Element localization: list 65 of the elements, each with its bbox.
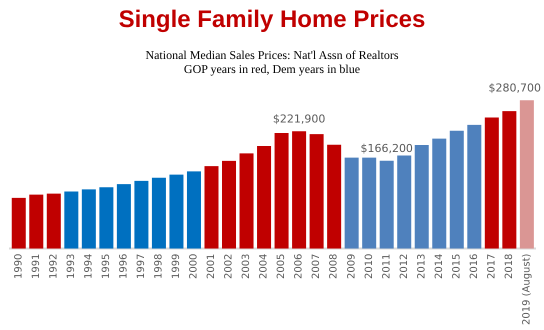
bar [397, 156, 412, 249]
x-tick-label: 2001 [206, 254, 218, 280]
data-label: $280,700 [488, 82, 542, 95]
x-tick-label: 2015 [451, 254, 462, 280]
x-tick-label: 2010 [364, 254, 375, 280]
bar [467, 124, 482, 249]
x-tick-label: 2003 [241, 254, 252, 280]
bar [82, 189, 96, 249]
x-tick-label: 1994 [83, 254, 94, 280]
x-tick-label: 2016 [468, 254, 480, 280]
chart-title: Single Family Home Prices [118, 6, 426, 34]
x-tick-label: 1997 [136, 254, 147, 280]
bar [99, 187, 114, 249]
x-tick-label: 2018 [504, 254, 515, 280]
x-tick-label: 2007 [311, 254, 322, 280]
x-tick-label: 2008 [328, 254, 340, 280]
bar [240, 153, 254, 249]
x-tick-label: 2006 [294, 254, 305, 280]
bar [186, 171, 201, 249]
chart-subtitle: National Median Sales Prices: Nat'l Assn of Realtors GOP years in red, Dem years in blue [144, 48, 400, 76]
bar [520, 100, 534, 249]
bar [450, 130, 464, 249]
x-tick-label: 1992 [48, 254, 60, 280]
x-tick-label: 2012 [398, 254, 410, 280]
bar [204, 166, 218, 249]
bar [502, 111, 516, 249]
data-label: $166,200 [360, 142, 413, 156]
bar [64, 191, 78, 249]
x-tick-label: 1991 [30, 254, 42, 280]
bar [222, 160, 236, 249]
bar [344, 158, 359, 249]
x-tick-label: 1990 [13, 254, 24, 280]
bar [257, 146, 272, 249]
bar [380, 160, 394, 249]
x-tick-label: 2011 [381, 254, 392, 280]
x-tick-label: 2009 [346, 254, 358, 280]
bar [362, 158, 376, 249]
bar [327, 144, 342, 249]
x-tick-label: 2017 [486, 254, 498, 280]
bar [134, 180, 148, 249]
bar [432, 138, 446, 249]
bar [46, 194, 61, 249]
x-tick-label: 2013 [416, 254, 428, 280]
x-tick-label: 1995 [100, 254, 112, 280]
bar [484, 117, 499, 249]
x-tick-label: 1993 [66, 254, 77, 280]
x-tick-label: 1998 [154, 254, 165, 280]
x-tick-label: 2000 [188, 254, 200, 280]
bar [274, 133, 289, 249]
data-label: $221,900 [272, 112, 326, 126]
x-tick-label: 2004 [258, 254, 270, 280]
x-tick-label: 2014 [434, 254, 445, 280]
bar [116, 184, 131, 249]
x-tick-label: 1996 [118, 254, 130, 280]
bar [414, 144, 429, 249]
x-tick-label: 1999 [171, 254, 182, 280]
bar [292, 131, 306, 249]
bar [169, 174, 184, 249]
bar [152, 178, 166, 249]
bar [29, 194, 44, 249]
x-tick-label: 2005 [276, 254, 288, 280]
x-tick-label: 2019 (August) [521, 253, 532, 326]
bar [310, 134, 324, 249]
bar [12, 198, 26, 249]
x-tick-label: 2002 [224, 254, 235, 280]
